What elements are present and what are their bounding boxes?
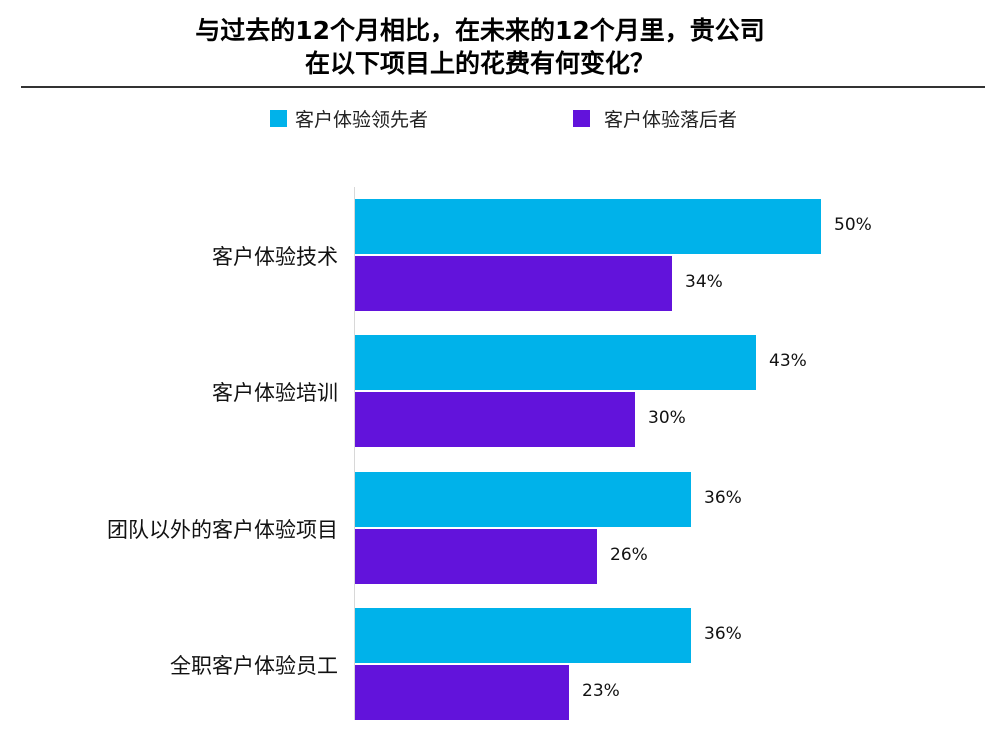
- data-label: 34%: [685, 272, 723, 292]
- legend-item-leaders: 客户体验领先者: [270, 106, 429, 131]
- data-label: 36%: [704, 624, 742, 644]
- bar-leaders: [355, 335, 756, 390]
- y-axis-line: [354, 187, 355, 720]
- bar-laggards: [355, 665, 569, 720]
- category-label: 客户体验技术: [212, 245, 338, 269]
- data-label: 36%: [704, 488, 742, 508]
- legend-label-leaders: 客户体验领先者: [295, 108, 429, 131]
- category-label: 客户体验培训: [212, 381, 338, 405]
- legend-swatch-laggards: [573, 109, 590, 127]
- chart-title-line-2: 在以下项目上的花费有何变化？: [304, 49, 655, 78]
- bar-leaders: [355, 608, 691, 663]
- legend-item-laggards: 客户体验落后者: [573, 106, 738, 131]
- bar-leaders: [355, 199, 821, 254]
- bar-leaders: [355, 472, 691, 527]
- bar-laggards: [355, 256, 672, 311]
- legend-label-laggards: 客户体验落后者: [604, 108, 738, 131]
- category-label: 团队以外的客户体验项目: [107, 518, 338, 542]
- data-label: 30%: [648, 408, 686, 428]
- legend-swatch-leaders: [270, 109, 287, 127]
- data-label: 23%: [582, 681, 620, 701]
- bar-laggards: [355, 392, 635, 447]
- bar-laggards: [355, 529, 597, 584]
- data-label: 43%: [769, 351, 807, 371]
- chart-title: 与过去的12个月相比，在未来的12个月里，贵公司 在以下项目上的花费有何变化？: [0, 14, 960, 80]
- chart-title-line-1: 与过去的12个月相比，在未来的12个月里，贵公司: [195, 16, 765, 45]
- title-divider: [21, 86, 985, 88]
- data-label: 50%: [834, 215, 872, 235]
- data-label: 26%: [610, 545, 648, 565]
- category-label: 全职客户体验员工: [170, 654, 338, 678]
